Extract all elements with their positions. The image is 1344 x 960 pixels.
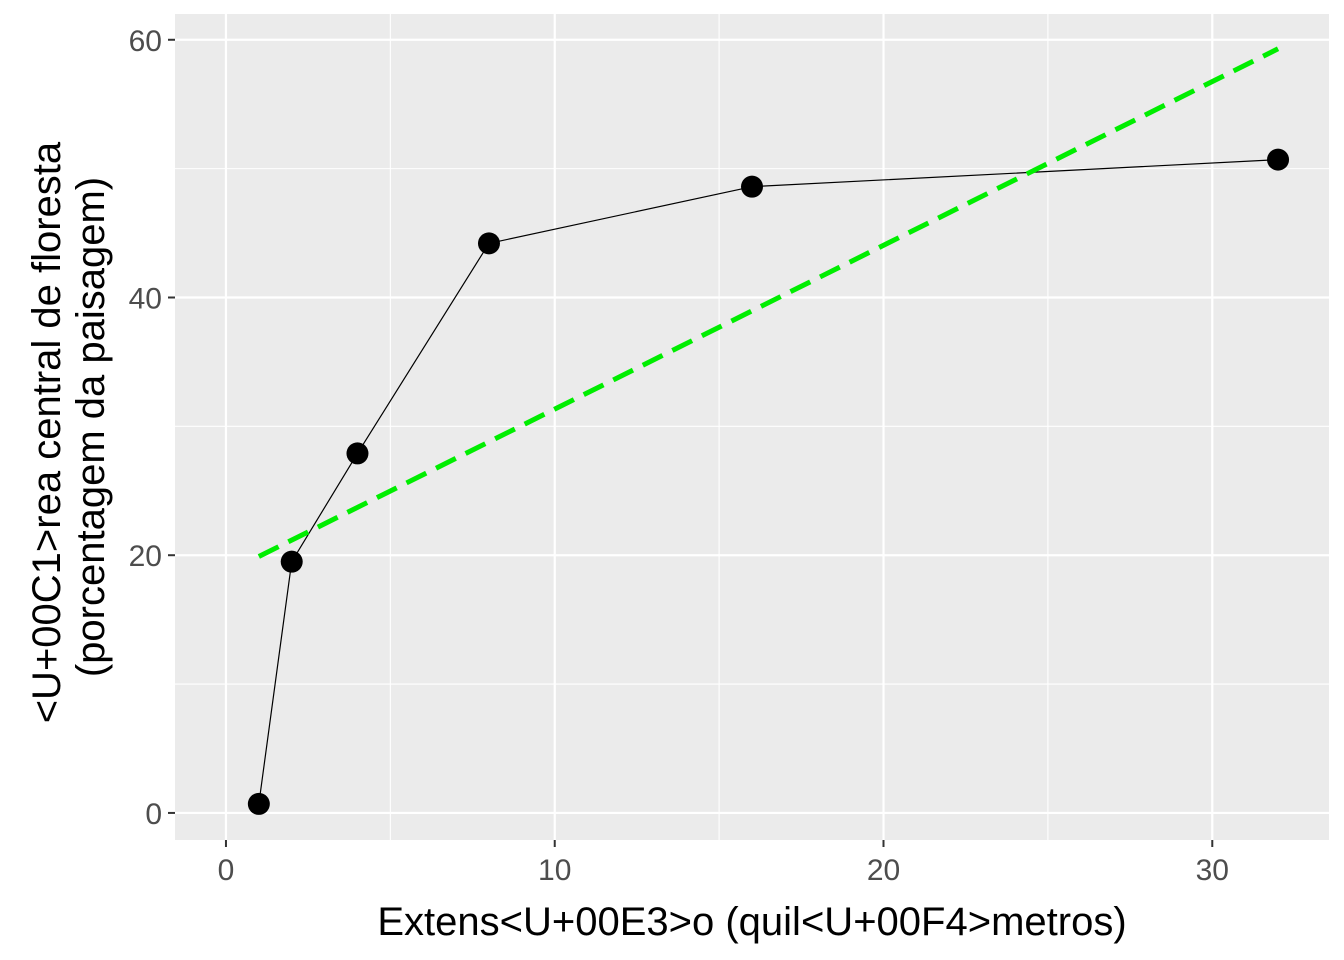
y-axis-title-line-2: (porcentagem da paisagem) bbox=[69, 177, 113, 677]
axis-tick-labels: 0 10 20 30 0 20 40 60 bbox=[129, 25, 1229, 887]
trend-line-dashed bbox=[257, 46, 1280, 559]
series-line bbox=[258, 159, 1279, 804]
data-point bbox=[1267, 148, 1290, 171]
data-point bbox=[346, 442, 369, 465]
y-axis-title: <U+00C1>rea central de floresta (porcent… bbox=[25, 131, 113, 724]
major-gridlines bbox=[175, 14, 1329, 840]
y-axis-title-line-1: <U+00C1>rea central de floresta bbox=[25, 141, 69, 723]
x-tick-label: 20 bbox=[867, 854, 900, 887]
axis-ticks bbox=[168, 38, 1214, 847]
x-tick-label: 30 bbox=[1196, 854, 1229, 887]
series-layer bbox=[247, 46, 1290, 815]
y-tick-label: 40 bbox=[129, 282, 162, 315]
data-point bbox=[247, 792, 270, 815]
x-axis-title: Extens<U+00E3>o (quil<U+00F4>metros) bbox=[377, 900, 1126, 944]
y-tick-label: 20 bbox=[129, 540, 162, 573]
y-tick-label: 60 bbox=[129, 25, 162, 58]
x-tick-label: 10 bbox=[538, 854, 571, 887]
minor-gridlines bbox=[175, 14, 1329, 840]
plot-panel bbox=[175, 14, 1329, 840]
data-point bbox=[477, 232, 500, 255]
data-point bbox=[741, 175, 763, 198]
data-point bbox=[280, 550, 303, 573]
y-tick-label: 0 bbox=[145, 798, 162, 831]
x-tick-label: 0 bbox=[218, 854, 235, 887]
